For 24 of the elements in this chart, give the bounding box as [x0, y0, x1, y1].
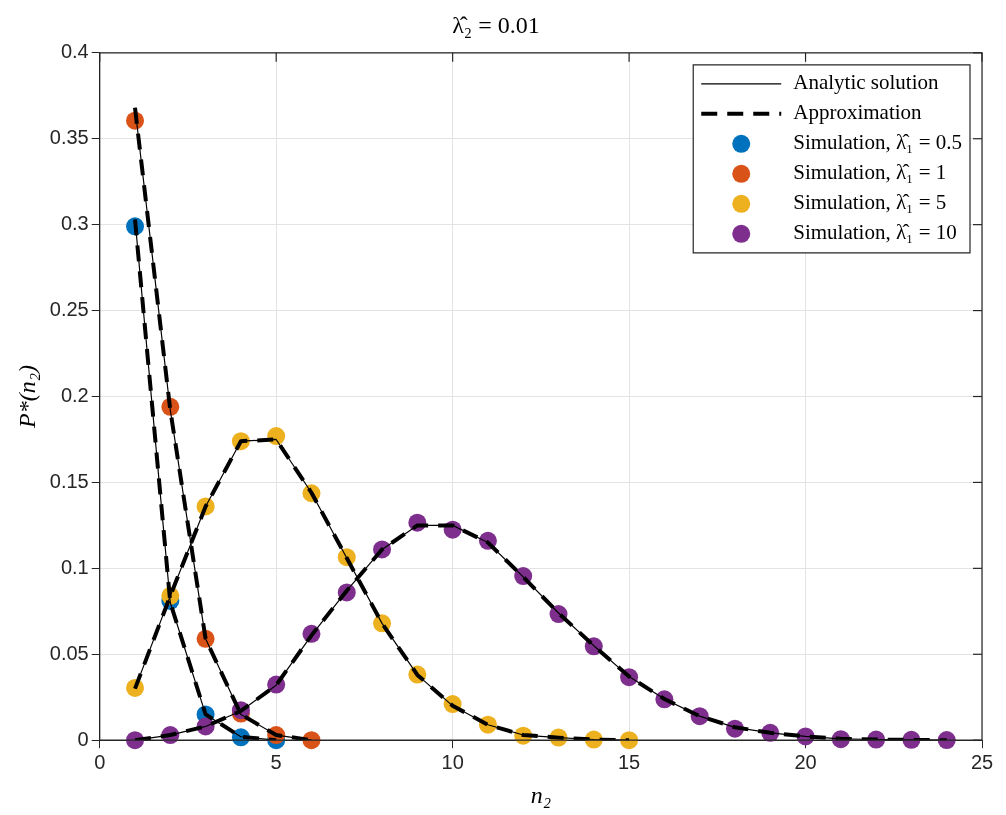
y-tick-label: 0: [77, 727, 89, 750]
chart-title: λ̂₂ = 0.01: [452, 11, 540, 38]
y-tick-label: 0.15: [49, 469, 89, 492]
y-tick-label: 0.25: [49, 298, 89, 321]
x-tick-label: 15: [617, 750, 641, 773]
x-tick-label: 0: [94, 750, 106, 773]
x-axis-title: n₂: [530, 781, 552, 808]
y-tick-label: 0.05: [49, 641, 89, 664]
y-tick-label: 0.35: [49, 126, 89, 149]
y-axis-title: P*(n₂): [13, 365, 40, 429]
y-tick-label: 0.4: [60, 40, 89, 63]
legend-label: Simulation, λ̂₁ = 5: [793, 190, 947, 215]
x-tick-label: 10: [441, 750, 464, 773]
y-tick-label: 0.2: [60, 384, 89, 407]
legend-label: Approximation: [793, 100, 923, 125]
y-tick-label: 0.1: [60, 555, 89, 578]
y-tick-label: 0.3: [60, 212, 89, 235]
legend-label: Simulation, λ̂₁ = 0.5: [793, 130, 963, 155]
legend-label: Simulation, λ̂₁ = 10: [793, 220, 957, 245]
x-tick-label: 5: [270, 750, 282, 773]
x-tick-label: 20: [794, 750, 817, 773]
legend-label: Analytic solution: [793, 70, 939, 95]
x-tick-label: 25: [970, 750, 994, 773]
legend-label: Simulation, λ̂₁ = 1: [793, 160, 947, 185]
